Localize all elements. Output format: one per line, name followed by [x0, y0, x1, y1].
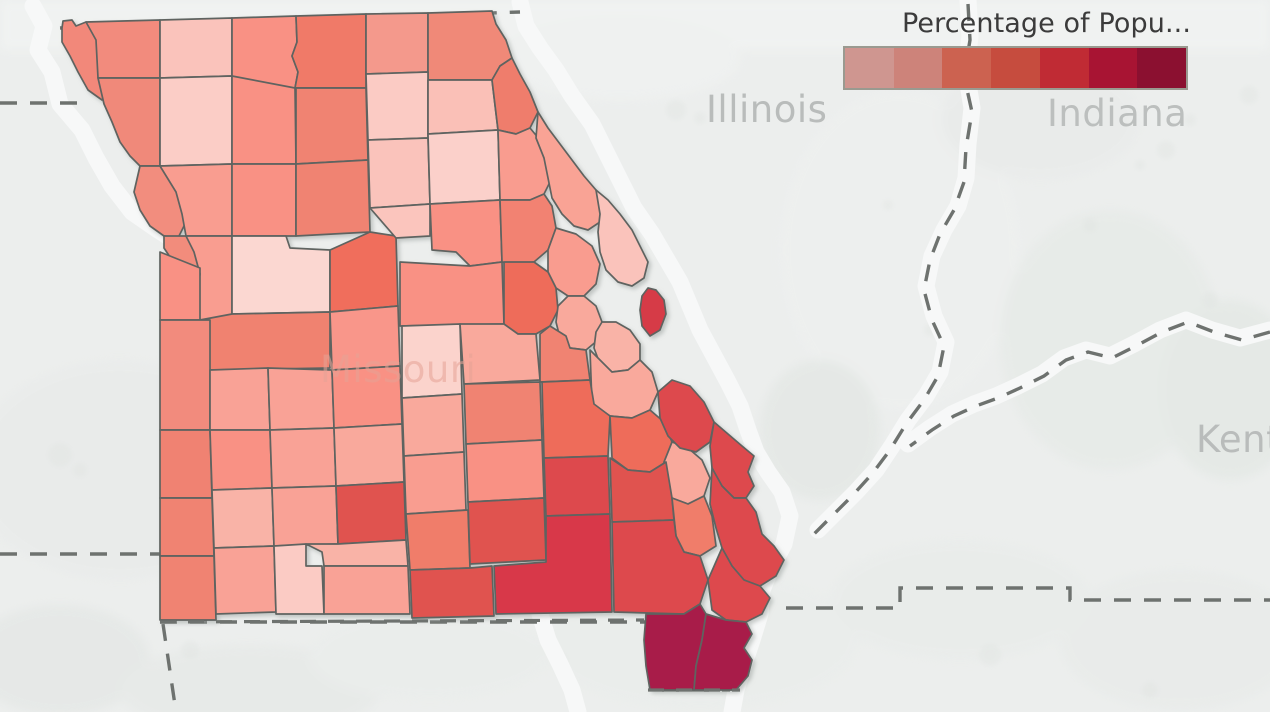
legend-swatch-5[interactable] — [1088, 48, 1138, 88]
county[interactable] — [409, 565, 495, 619]
county[interactable] — [427, 79, 499, 135]
county[interactable] — [707, 547, 771, 623]
county[interactable] — [333, 423, 405, 487]
state-label-kentucky: Kent — [1196, 418, 1270, 461]
county[interactable] — [159, 75, 233, 167]
county[interactable] — [403, 451, 467, 515]
state-label-indiana: Indiana — [1047, 92, 1188, 135]
county[interactable] — [291, 13, 367, 89]
county[interactable] — [639, 287, 667, 337]
bootheel-state-line — [159, 618, 740, 692]
county[interactable] — [211, 487, 275, 549]
state-label-missouri: Missouri — [320, 348, 477, 391]
county[interactable] — [535, 111, 605, 231]
legend-swatch-2[interactable] — [942, 48, 992, 88]
county[interactable] — [159, 17, 233, 79]
county[interactable] — [213, 545, 277, 615]
county[interactable] — [365, 12, 429, 75]
county[interactable] — [329, 231, 399, 313]
legend-swatch-3[interactable] — [991, 48, 1040, 88]
legend-swatch-4[interactable] — [1039, 48, 1089, 88]
county[interactable] — [709, 467, 785, 587]
county[interactable] — [369, 203, 431, 239]
county[interactable] — [335, 481, 407, 545]
county[interactable] — [323, 565, 411, 615]
county[interactable] — [159, 429, 213, 499]
county[interactable] — [465, 439, 545, 503]
county[interactable] — [271, 485, 339, 547]
legend-color-ramp[interactable] — [843, 46, 1188, 90]
county[interactable] — [467, 497, 547, 565]
county[interactable] — [463, 381, 543, 445]
county[interactable] — [709, 421, 755, 499]
legend-swatch-0[interactable] — [845, 48, 894, 88]
county[interactable] — [209, 429, 273, 491]
county[interactable] — [295, 87, 369, 165]
county[interactable] — [231, 163, 297, 237]
legend[interactable]: Percentage of Popu... — [835, 4, 1195, 90]
county[interactable] — [231, 75, 297, 165]
county[interactable] — [401, 393, 465, 457]
county[interactable] — [427, 129, 501, 205]
county[interactable] — [295, 159, 371, 237]
county[interactable] — [199, 311, 331, 371]
county[interactable] — [693, 613, 753, 691]
county[interactable] — [611, 519, 709, 615]
legend-title: Percentage of Popu... — [901, 8, 1191, 39]
legend-swatch-1[interactable] — [893, 48, 943, 88]
county[interactable] — [365, 71, 429, 141]
county[interactable] — [159, 555, 217, 621]
county[interactable] — [595, 189, 649, 287]
county[interactable] — [493, 513, 613, 615]
county[interactable] — [269, 427, 337, 489]
county[interactable] — [405, 509, 471, 571]
county[interactable] — [399, 261, 505, 327]
county[interactable] — [543, 455, 611, 517]
county[interactable] — [367, 137, 431, 209]
county[interactable] — [159, 319, 211, 431]
county[interactable] — [85, 19, 161, 79]
county[interactable] — [159, 497, 215, 557]
legend-swatch-6[interactable] — [1137, 48, 1187, 88]
county[interactable] — [209, 367, 271, 431]
state-label-illinois: Illinois — [706, 88, 828, 131]
county-layer[interactable] — [61, 10, 785, 691]
